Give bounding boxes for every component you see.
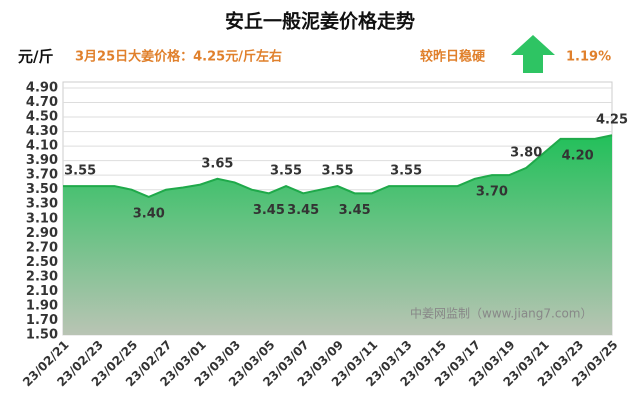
y-tick-label: 3.10 — [26, 211, 58, 226]
y-tick-label: 4.30 — [26, 124, 58, 139]
value-label: 3.45 — [339, 203, 371, 218]
value-label: 3.55 — [390, 164, 422, 179]
y-tick-label: 2.50 — [26, 255, 58, 270]
value-label: 3.65 — [201, 156, 233, 171]
value-label: 3.40 — [133, 206, 165, 221]
y-tick-label: 3.30 — [26, 197, 58, 212]
y-tick-label: 2.70 — [26, 240, 58, 255]
watermark: 中姜网监制（www.jiang7.com） — [410, 306, 592, 321]
y-tick-label: 3.50 — [26, 182, 58, 197]
line — [63, 134, 613, 199]
chart-title: 安丘一般泥姜价格走势 — [225, 10, 415, 33]
y-tick-label: 2.90 — [26, 226, 58, 241]
change-value: 1.19% — [566, 50, 611, 65]
value-label: 3.55 — [64, 164, 96, 179]
value-label: 4.20 — [562, 148, 594, 163]
value-label: 3.55 — [321, 164, 353, 179]
value-label: 3.70 — [476, 185, 508, 200]
up-arrow — [511, 35, 555, 73]
y-tick-label: 1.50 — [26, 328, 58, 343]
y-tick-label: 1.70 — [26, 313, 58, 328]
y-tick-label: 4.70 — [26, 95, 58, 110]
y-tick-label: 3.90 — [26, 153, 58, 168]
y-tick-label: 1.90 — [26, 298, 58, 313]
y-tick-label: 4.10 — [26, 139, 58, 154]
value-label: 4.25 — [596, 113, 628, 128]
y-tick-label: 2.30 — [26, 269, 58, 284]
value-label: 3.45 — [287, 203, 319, 218]
value-label: 3.45 — [253, 203, 285, 218]
y-tick-label: 3.70 — [26, 168, 58, 183]
unit-label: 元/斤 — [18, 48, 53, 66]
y-tick-label: 4.50 — [26, 110, 58, 125]
subtitle: 3月25日大姜价格：4.25元/斤左右 — [75, 49, 282, 65]
value-label: 3.80 — [510, 145, 542, 160]
value-label: 3.55 — [270, 164, 302, 179]
y-tick-label: 2.10 — [26, 284, 58, 299]
change-label: 较昨日稳硬 — [420, 49, 486, 65]
y-tick-label: 4.90 — [26, 81, 58, 96]
